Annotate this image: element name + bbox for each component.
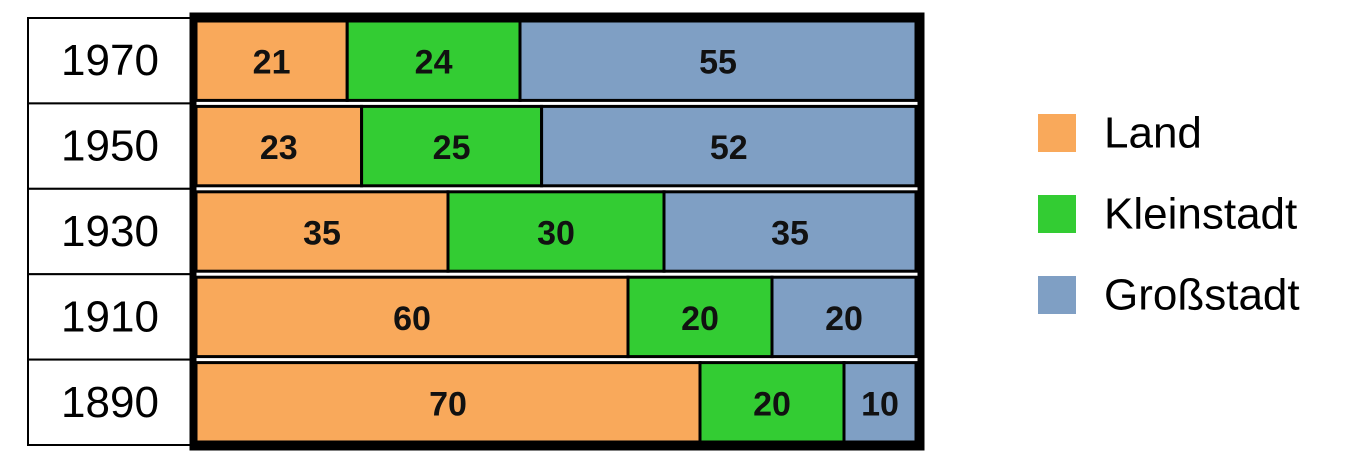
- value-label: 60: [393, 300, 431, 338]
- category-cell: [27, 358, 194, 447]
- bar-segment: [662, 190, 918, 273]
- value-label: 55: [699, 44, 737, 82]
- legend-swatch: [1038, 114, 1076, 152]
- bar-segment: [194, 275, 630, 359]
- value-label: 21: [253, 44, 291, 82]
- value-label: 24: [415, 44, 453, 82]
- bar-segment: [194, 19, 349, 102]
- value-label: 25: [433, 129, 471, 167]
- value-label: 20: [825, 300, 863, 338]
- value-label: 23: [260, 129, 298, 167]
- legend-swatch: [1038, 276, 1076, 314]
- bar-segment: [842, 361, 918, 444]
- bar-segment: [770, 275, 918, 359]
- legend-swatch: [1038, 195, 1076, 233]
- value-label: 20: [681, 300, 719, 338]
- value-label: 30: [537, 215, 575, 253]
- plot-frame: [189, 12, 925, 451]
- value-label: 70: [429, 385, 467, 423]
- legend-label: Großstadt: [1104, 271, 1300, 320]
- bar-segment: [518, 19, 918, 102]
- category-cell: [27, 17, 194, 105]
- value-label: 10: [861, 385, 899, 423]
- bar-segment: [360, 104, 544, 188]
- category-label: 1930: [61, 207, 159, 256]
- value-label: 35: [771, 215, 809, 253]
- bar-segment: [345, 19, 522, 102]
- category-label: 1950: [61, 122, 159, 171]
- bar-segment: [540, 104, 918, 188]
- value-label: 35: [303, 215, 341, 253]
- category-label: 1910: [61, 292, 159, 341]
- legend-label: Land: [1104, 109, 1202, 158]
- legend-label: Kleinstadt: [1104, 190, 1297, 239]
- category-label: 1890: [61, 378, 159, 427]
- bar-segment: [698, 361, 846, 444]
- value-label: 52: [710, 129, 748, 167]
- bar-segment: [194, 190, 450, 273]
- category-label: 1970: [61, 36, 159, 85]
- value-label: 20: [753, 385, 791, 423]
